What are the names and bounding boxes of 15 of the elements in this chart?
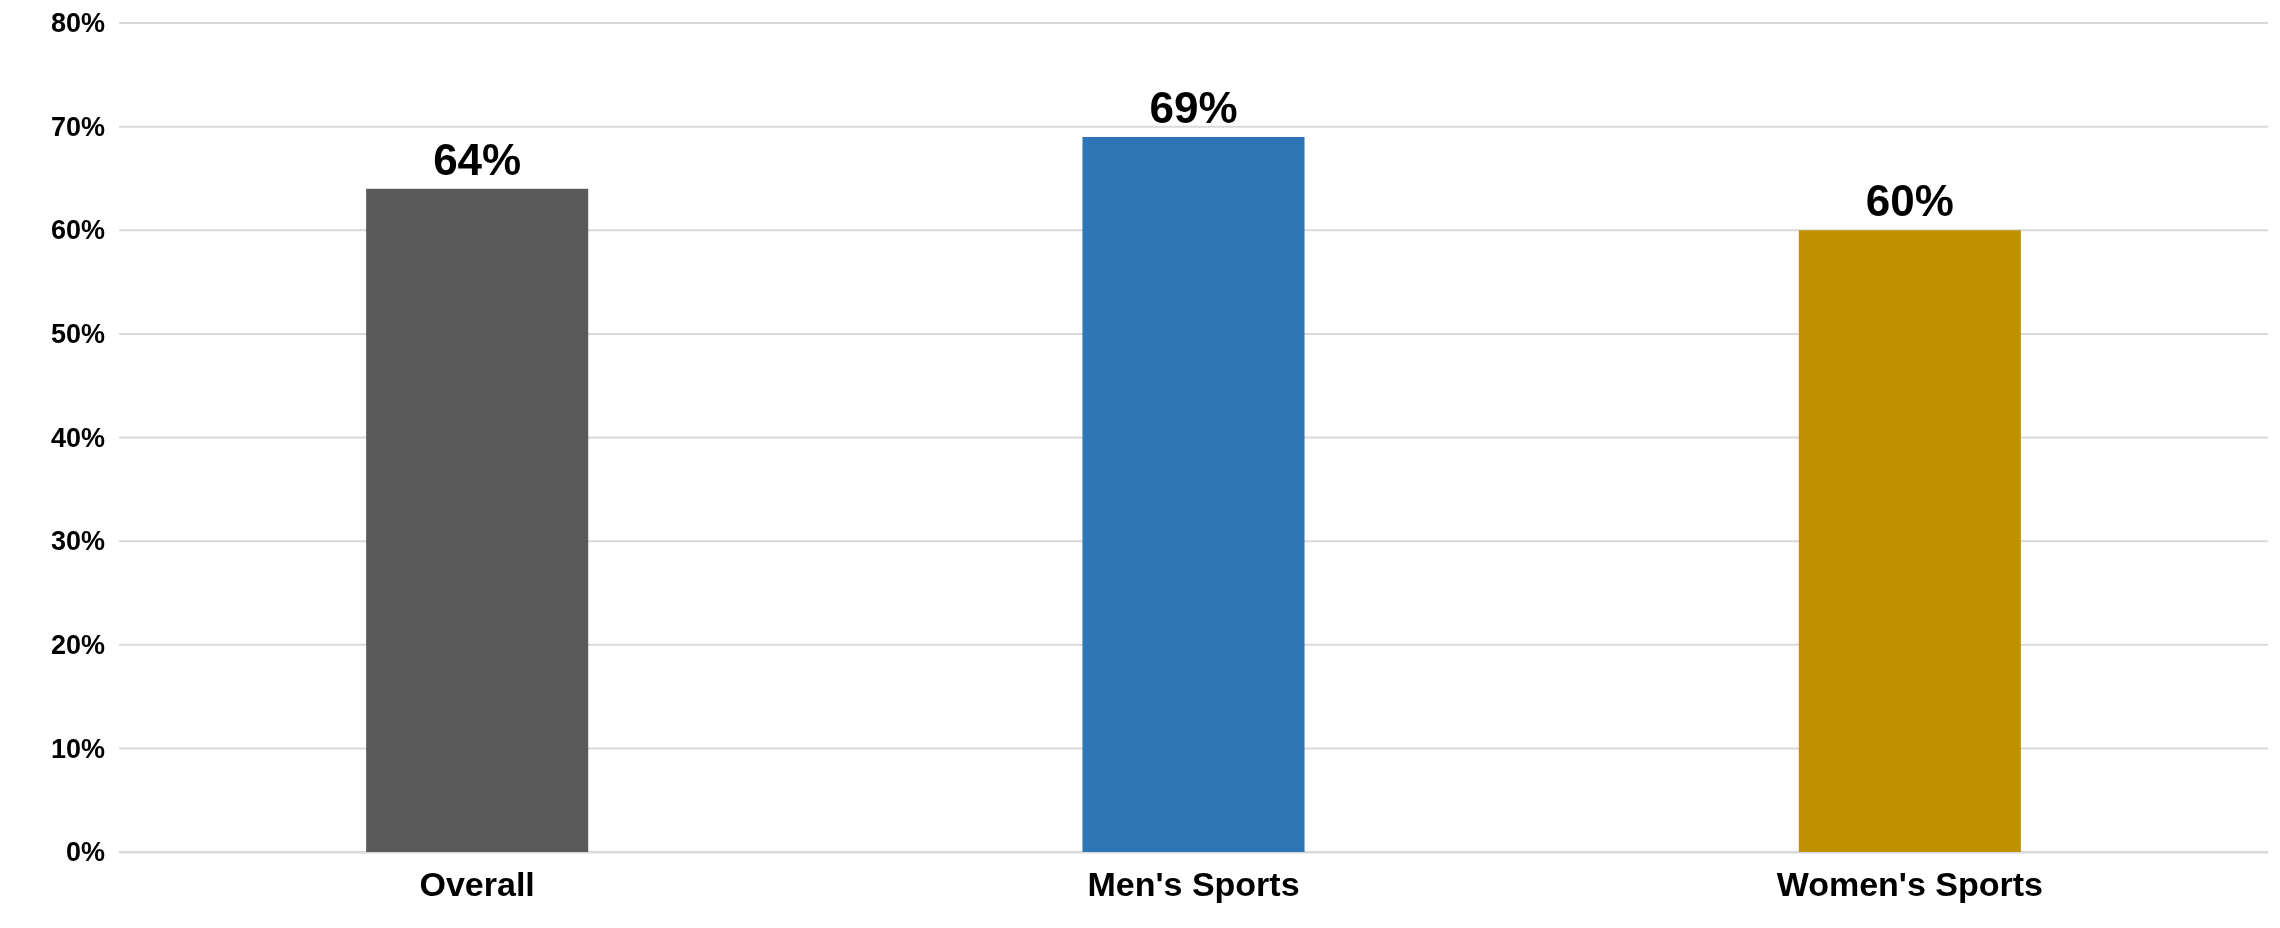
y-tick-label: 50% <box>50 319 105 350</box>
y-tick-label: 40% <box>50 422 105 453</box>
y-tick-label: 10% <box>50 733 105 764</box>
data-label: 60% <box>1865 176 1954 226</box>
data-label: 64% <box>433 134 522 184</box>
data-label: 69% <box>1149 82 1238 132</box>
y-tick-label: 80% <box>50 8 105 39</box>
x-tick-label: Women's Sports <box>1776 865 2043 904</box>
x-tick-label: Men's Sports <box>1087 865 1300 904</box>
y-tick-label: 20% <box>50 629 105 660</box>
x-tick-label: Overall <box>419 865 535 904</box>
y-tick-label: 70% <box>50 111 105 142</box>
y-tick-label: 30% <box>50 526 105 557</box>
y-tick-label: 0% <box>65 837 105 868</box>
y-tick-label: 60% <box>50 215 105 246</box>
